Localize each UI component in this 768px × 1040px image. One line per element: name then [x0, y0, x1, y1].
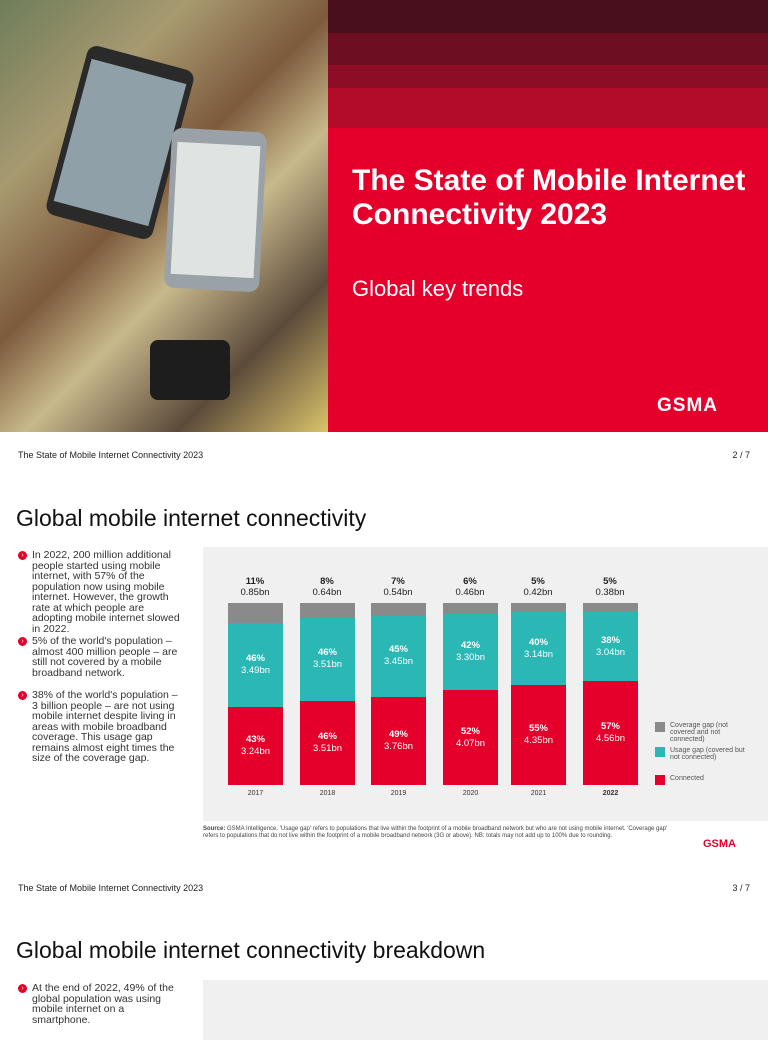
bullet-item: › 5% of the world's population – almost 4…	[18, 636, 183, 678]
bar-segment-usage-gap	[443, 613, 498, 691]
year-label: 2021	[530, 790, 547, 797]
bar-segment-coverage-gap	[300, 603, 355, 618]
bar-segment-usage-gap	[371, 615, 426, 697]
cover-subtitle: Global key trends	[352, 276, 524, 301]
bar-segment-connected	[300, 701, 355, 785]
page-header: The State of Mobile Internet Connectivit…	[18, 450, 204, 460]
segment-label: 49% 3.76bn	[383, 728, 414, 752]
legend-usage-gap: Usage gap (covered but not connected)	[655, 747, 745, 761]
bar-top-value: 0.85bn	[240, 587, 270, 598]
page-number: 3 / 7	[732, 883, 750, 893]
segment-label: 46% 3.51bn	[312, 731, 343, 755]
segment-label: 40% 3.14bn	[523, 636, 554, 660]
bar-top-percent: 7%	[391, 576, 405, 587]
bullet-item: › 38% of the world's population – 3 billi…	[18, 690, 183, 764]
chart-panel	[203, 980, 768, 1040]
bullet-text: In 2022, 200 million additional people s…	[32, 549, 180, 635]
bar-top-value: 0.42bn	[523, 587, 553, 598]
arrow-bullet-icon: ›	[18, 691, 27, 700]
segment-label: 46% 3.51bn	[312, 647, 343, 671]
segment-label: 43% 3.24bn	[240, 733, 271, 757]
bar-top-value: 0.64bn	[312, 587, 342, 598]
bar-top-value: 0.46bn	[455, 587, 485, 598]
gsma-logo: GSMA	[657, 395, 718, 416]
arrow-bullet-icon: ›	[18, 637, 27, 646]
page-number: 2 / 7	[732, 450, 750, 460]
bar-top-percent: 11%	[245, 576, 265, 587]
bar-segment-connected	[443, 690, 498, 785]
bar-top-value: 0.38bn	[595, 587, 625, 598]
segment-label: 52% 4.07bn	[455, 725, 486, 749]
year-label: 2018	[319, 790, 336, 797]
section-heading: Global mobile internet connectivity	[16, 505, 367, 531]
bar-segment-coverage-gap	[583, 603, 638, 613]
bullet-item: › At the end of 2022, 49% of the global p…	[18, 983, 178, 1025]
bullet-item: › In 2022, 200 million additional people …	[18, 550, 183, 634]
bar-top-percent: 6%	[463, 576, 477, 587]
legend-coverage-gap: Coverage gap (not covered and not connec…	[655, 722, 745, 743]
year-label: 2022	[602, 790, 619, 797]
bullet-text: At the end of 2022, 49% of the global po…	[32, 982, 174, 1026]
legend-connected: Connected	[655, 775, 745, 785]
section-heading: Global mobile internet connectivity brea…	[16, 937, 486, 963]
segment-label: 46% 3.49bn	[240, 652, 271, 676]
phone-image	[163, 127, 268, 293]
segment-label: 57% 4.56bn	[595, 721, 626, 745]
gsma-logo: GSMA	[703, 838, 736, 850]
bar-segment-connected	[371, 696, 426, 785]
bullet-text: 38% of the world's population – 3 billio…	[32, 689, 178, 764]
bullet-text: 5% of the world's population – almost 40…	[32, 635, 178, 679]
watch-image	[150, 340, 230, 400]
arrow-bullet-icon: ›	[18, 984, 27, 993]
bar-top-percent: 5%	[531, 576, 545, 587]
cover-title: The State of Mobile Internet Connectivit…	[352, 164, 746, 231]
year-label: 2017	[247, 790, 264, 797]
bar-segment-connected	[511, 684, 566, 785]
year-label: 2020	[462, 790, 479, 797]
source-note: Source: GSMA Intelligence. 'Usage gap' r…	[203, 826, 668, 839]
bar-segment-usage-gap	[300, 617, 355, 702]
chart-panel: 11% 0.85bn 46% 3.49bn 43% 3.24bn 2017 8% 0.64bn 4…	[203, 547, 768, 821]
bar-segment-usage-gap	[583, 612, 638, 682]
bar-segment-usage-gap	[511, 612, 566, 685]
bar-segment-connected	[583, 681, 638, 785]
bar-segment-coverage-gap	[228, 603, 283, 624]
bar-top-percent: 8%	[320, 576, 334, 587]
bar-segment-usage-gap	[228, 623, 283, 707]
segment-label: 38% 3.04bn	[595, 634, 626, 658]
bar-segment-coverage-gap	[511, 603, 566, 613]
bar-segment-coverage-gap	[443, 603, 498, 614]
bar-top-percent: 5%	[603, 576, 617, 587]
bar-top-value: 0.54bn	[383, 587, 413, 598]
cover-panel	[328, 0, 768, 432]
bar-segment-connected	[228, 706, 283, 785]
cover-photo	[0, 0, 328, 432]
segment-label: 42% 3.30bn	[455, 640, 486, 664]
year-label: 2019	[390, 790, 407, 797]
segment-label: 55% 4.35bn	[523, 722, 554, 746]
arrow-bullet-icon: ›	[18, 551, 27, 560]
page-header: The State of Mobile Internet Connectivit…	[18, 883, 204, 893]
segment-label: 45% 3.45bn	[383, 644, 414, 668]
bar-segment-coverage-gap	[371, 603, 426, 616]
